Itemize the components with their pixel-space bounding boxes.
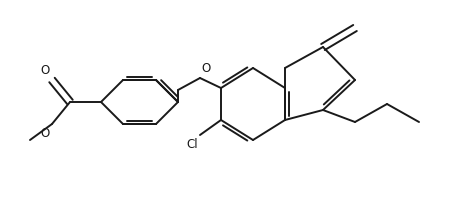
- Text: O: O: [41, 127, 50, 140]
- Text: O: O: [201, 62, 210, 75]
- Text: O: O: [41, 64, 50, 77]
- Text: Cl: Cl: [186, 138, 198, 151]
